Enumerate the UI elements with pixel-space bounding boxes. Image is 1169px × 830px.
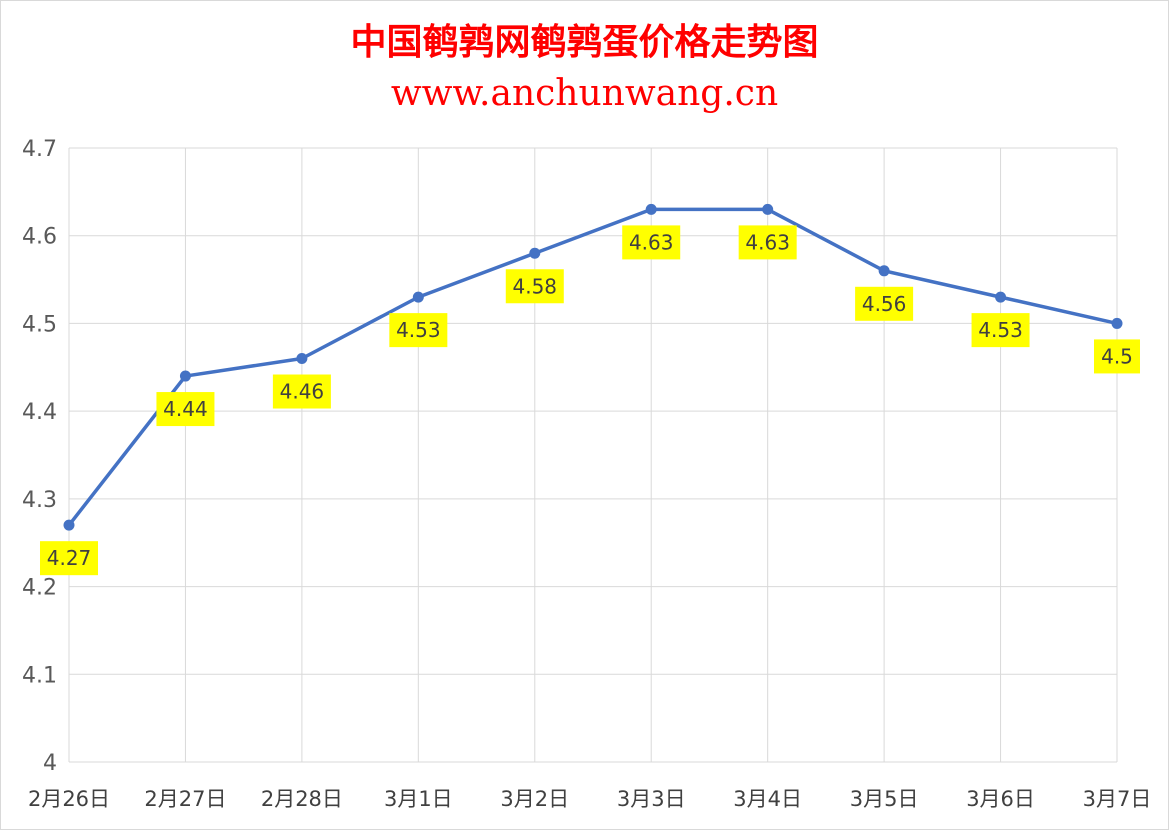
data-label-bg [389, 313, 448, 348]
y-tick-label: 4.1 [22, 663, 57, 688]
data-points [63, 203, 1123, 531]
data-label-text: 4.5 [1101, 344, 1133, 368]
data-label-bg [855, 286, 914, 321]
data-point [412, 291, 424, 303]
y-tick-label: 4.3 [22, 488, 57, 513]
y-tick-label: 4.6 [22, 225, 57, 250]
data-point [878, 265, 890, 277]
y-axis-ticks: 4 4.1 4.2 4.3 4.4 4.5 4.6 4.7 [22, 137, 57, 776]
x-tick-label: 2月26日 [28, 787, 110, 811]
x-tick-label: 3月6日 [966, 787, 1035, 811]
data-label-bg [272, 374, 331, 409]
x-tick-label: 3月2日 [500, 787, 569, 811]
x-tick-label: 3月3日 [617, 787, 686, 811]
data-label-text: 4.63 [745, 230, 790, 254]
data-label: 4.5 [1094, 339, 1140, 374]
data-label-bg [505, 269, 564, 304]
data-label: 4.46 [272, 374, 331, 409]
x-tick-label: 3月7日 [1083, 787, 1152, 811]
x-axis-ticks: 2月26日 2月27日 2月28日 3月1日 3月2日 3月3日 3月4日 3月5日 3月6日 3… [28, 787, 1151, 811]
data-point [179, 370, 191, 382]
chart-title: 中国鹌鹑网鹌鹑蛋价格走势图 [350, 21, 819, 63]
x-tick-label: 3月5日 [850, 787, 919, 811]
data-label-text: 4.27 [47, 546, 92, 570]
data-label: 4.27 [40, 541, 98, 576]
y-tick-label: 4.2 [22, 576, 57, 601]
data-label: 4.44 [156, 392, 215, 427]
data-label-text: 4.58 [513, 274, 558, 298]
data-point [762, 203, 774, 215]
data-label-bg [40, 541, 98, 576]
y-tick-label: 4.7 [22, 137, 57, 162]
data-label: 4.58 [505, 269, 564, 304]
data-label-text: 4.53 [396, 318, 441, 342]
data-label-bg [738, 225, 797, 260]
data-label-text: 4.56 [862, 292, 907, 316]
data-label: 4.63 [738, 225, 797, 260]
data-label-bg [1094, 339, 1140, 374]
data-label-bg [156, 392, 215, 427]
x-tick-label: 3月4日 [733, 787, 802, 811]
data-point [63, 519, 75, 531]
series-line [67, 207, 1119, 527]
data-label-bg [622, 225, 681, 260]
data-point [995, 291, 1007, 303]
y-tick-label: 4.5 [22, 312, 57, 337]
data-label: 4.56 [855, 286, 914, 321]
data-point [296, 353, 308, 365]
data-label: 4.53 [971, 313, 1030, 348]
y-tick-label: 4.4 [22, 400, 57, 425]
data-label: 4.63 [622, 225, 681, 260]
data-point [645, 203, 657, 215]
data-point [1111, 317, 1123, 329]
gridlines [68, 147, 1118, 763]
data-label-text: 4.63 [629, 230, 674, 254]
data-labels: 4.27 4.44 4.46 4.53 4.58 4.63 4.63 4.56 4.53 4.5 [40, 225, 1140, 576]
chart-subtitle: www.anchunwang.cn [390, 73, 779, 114]
data-label-text: 4.53 [978, 318, 1023, 342]
y-tick-label: 4 [43, 751, 57, 776]
x-tick-label: 3月1日 [384, 787, 453, 811]
series-line-group [67, 207, 1119, 527]
data-label-text: 4.44 [163, 397, 208, 421]
data-label: 4.53 [389, 313, 448, 348]
x-tick-label: 2月28日 [261, 787, 343, 811]
data-point [529, 247, 541, 259]
x-tick-label: 2月27日 [144, 787, 226, 811]
data-label-bg [971, 313, 1030, 348]
data-label-text: 4.46 [280, 380, 325, 404]
